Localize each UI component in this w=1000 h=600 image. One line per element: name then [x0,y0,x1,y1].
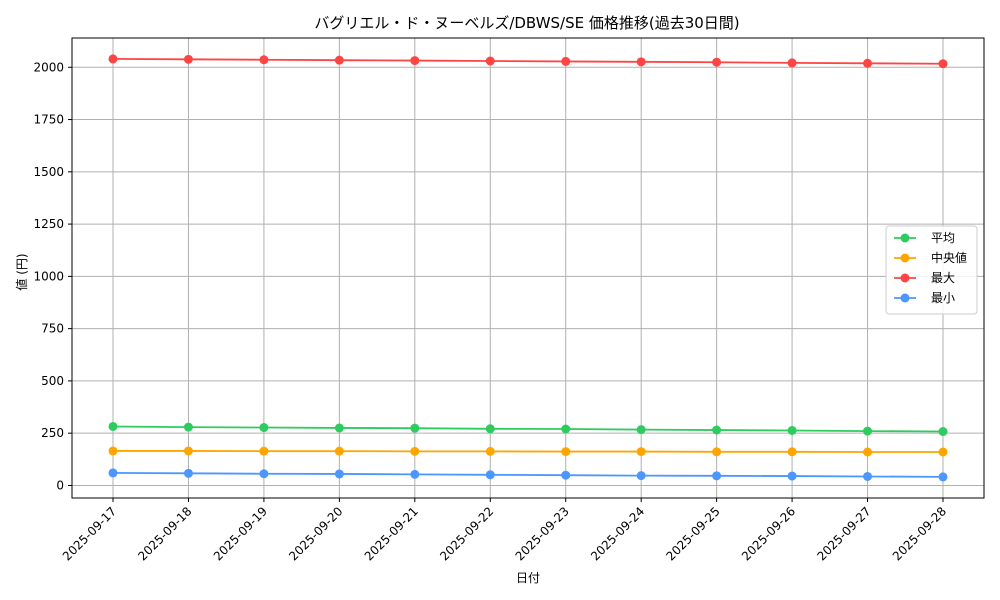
series-0 [108,421,948,437]
chart-title: バグリエル・ド・ヌーベルズ/DBWS/SE 価格推移(過去30日間) [314,14,739,32]
data-point [636,471,646,481]
data-point [108,468,118,478]
data-point [561,424,571,434]
data-point [259,55,269,65]
data-point [485,56,495,66]
data-point [334,55,344,65]
data-point [712,447,722,457]
data-point [183,54,193,64]
x-axis-label: 日付 [516,571,540,585]
legend-frame [885,225,978,315]
y-axis-label: 値 (円) [14,253,29,290]
data-point [636,425,646,435]
legend-marker [900,293,910,303]
data-point [863,447,873,457]
data-point [183,422,193,432]
data-point [938,427,948,437]
legend-label: 中央値 [931,250,967,265]
data-point [561,470,571,480]
data-point [787,471,797,481]
data-point [712,425,722,435]
data-point [410,56,420,66]
y-tick-label: 2000 [33,60,64,74]
data-point [108,446,118,456]
y-tick-label: 1000 [33,269,64,283]
y-axis: 0 250 500 750 1000 1250 1500 1750 2000 [33,60,72,492]
legend-label: 平均 [931,231,955,245]
data-point [183,446,193,456]
data-point [259,423,269,433]
data-point [485,470,495,480]
y-tick-label: 1250 [33,217,64,231]
data-point [863,471,873,481]
y-tick-label: 750 [41,322,64,336]
data-point [787,58,797,68]
series-line [112,425,944,433]
data-point [561,56,571,66]
data-point [334,423,344,433]
data-point [863,58,873,68]
plot-frame [71,37,985,499]
data-point [561,447,571,457]
data-point [410,469,420,479]
data-point [108,54,118,64]
data-point [410,446,420,456]
legend-label: 最小 [931,291,955,305]
data-point [636,447,646,457]
data-point [787,425,797,435]
y-tick-label: 1500 [33,165,64,179]
data-point [712,471,722,481]
series-1 [108,446,948,457]
series-line [112,58,944,65]
data-point [410,423,420,433]
data-point [334,469,344,479]
data-point [259,469,269,479]
data-point [259,446,269,456]
data-point [938,447,948,457]
data-point [636,57,646,67]
series-3 [108,468,948,482]
series-line [112,472,944,478]
grid-lines [72,38,984,498]
y-tick-label: 1750 [33,113,64,127]
data-point [712,57,722,67]
data-point [938,472,948,482]
data-point [334,446,344,456]
series-group [108,54,948,482]
data-point [863,426,873,436]
y-tick-label: 0 [56,478,64,492]
data-point [485,424,495,434]
legend-marker [900,273,910,283]
legend-marker [900,253,910,263]
data-point [183,468,193,478]
data-point [485,446,495,456]
series-line [113,450,943,453]
series-2 [108,54,948,69]
data-point [938,59,948,69]
y-tick-label: 500 [41,374,64,388]
data-point [108,421,118,431]
legend-marker [900,233,910,243]
legend-label: 最大 [931,271,955,285]
y-tick-label: 250 [41,426,64,440]
data-point [787,447,797,457]
